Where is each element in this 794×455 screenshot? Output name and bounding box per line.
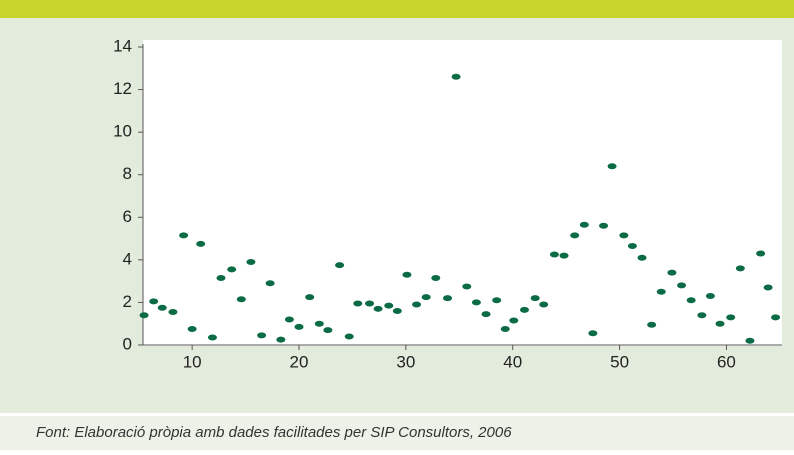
point — [305, 294, 315, 301]
point — [481, 311, 491, 318]
y-tick-label: 2 — [123, 292, 132, 311]
y-tick-label: 0 — [123, 334, 132, 353]
point — [492, 297, 502, 304]
point — [462, 283, 472, 290]
point — [392, 307, 402, 314]
footer-band — [0, 416, 794, 450]
point — [353, 300, 363, 307]
point — [323, 327, 333, 334]
point — [549, 251, 559, 258]
point — [647, 321, 657, 328]
point — [570, 232, 580, 239]
point — [726, 314, 736, 321]
point — [139, 312, 149, 319]
point — [519, 306, 529, 313]
point — [599, 222, 609, 229]
point — [365, 300, 375, 307]
x-tick-label: 20 — [290, 352, 309, 371]
point — [579, 221, 589, 228]
point — [384, 302, 394, 309]
point — [607, 163, 617, 170]
point — [168, 309, 178, 316]
point — [539, 301, 549, 308]
point — [412, 301, 422, 308]
point — [637, 254, 647, 261]
point — [284, 316, 294, 323]
point — [763, 284, 773, 291]
x-tick-label: 40 — [503, 352, 522, 371]
point — [257, 332, 267, 339]
point — [471, 299, 481, 306]
point — [451, 73, 461, 80]
x-tick-label: 50 — [610, 352, 629, 371]
point — [276, 336, 286, 343]
point — [216, 274, 226, 281]
point — [627, 243, 637, 250]
source-note: Font: Elaboració pròpia amb dades facili… — [36, 424, 512, 441]
y-tick-label: 12 — [113, 79, 132, 98]
point — [373, 305, 383, 312]
point — [588, 330, 598, 337]
y-tick-label: 8 — [123, 164, 132, 183]
point — [559, 252, 569, 259]
point — [771, 314, 781, 321]
point — [227, 266, 237, 273]
y-tick-label: 10 — [113, 122, 132, 141]
point — [745, 337, 755, 344]
point — [431, 274, 441, 281]
point — [246, 258, 256, 265]
point — [656, 288, 666, 295]
point — [509, 317, 519, 324]
x-tick-label: 30 — [396, 352, 415, 371]
y-tick-label: 14 — [113, 36, 132, 55]
point — [686, 297, 696, 304]
point — [619, 232, 629, 239]
y-tick-label: 4 — [123, 249, 132, 268]
point — [294, 323, 304, 330]
point — [314, 320, 324, 327]
y-tick-label: 6 — [123, 207, 132, 226]
separator — [0, 413, 794, 416]
point — [207, 334, 217, 341]
point — [756, 250, 766, 257]
point — [677, 282, 687, 289]
point — [715, 320, 725, 327]
point — [735, 265, 745, 272]
point — [705, 293, 715, 300]
point — [421, 294, 431, 301]
point — [196, 240, 206, 247]
point — [335, 262, 345, 269]
x-tick-label: 10 — [183, 352, 202, 371]
x-tick-label: 60 — [717, 352, 736, 371]
point — [697, 312, 707, 319]
plot-area — [143, 40, 782, 346]
point — [500, 326, 510, 333]
point — [236, 296, 246, 303]
point — [179, 232, 189, 239]
point — [530, 295, 540, 302]
point — [344, 333, 354, 340]
top-band — [0, 0, 794, 18]
point — [443, 295, 453, 302]
point — [265, 280, 275, 287]
point — [402, 271, 412, 278]
point — [187, 326, 197, 333]
point — [667, 269, 677, 276]
point — [149, 298, 159, 305]
point — [157, 304, 167, 311]
